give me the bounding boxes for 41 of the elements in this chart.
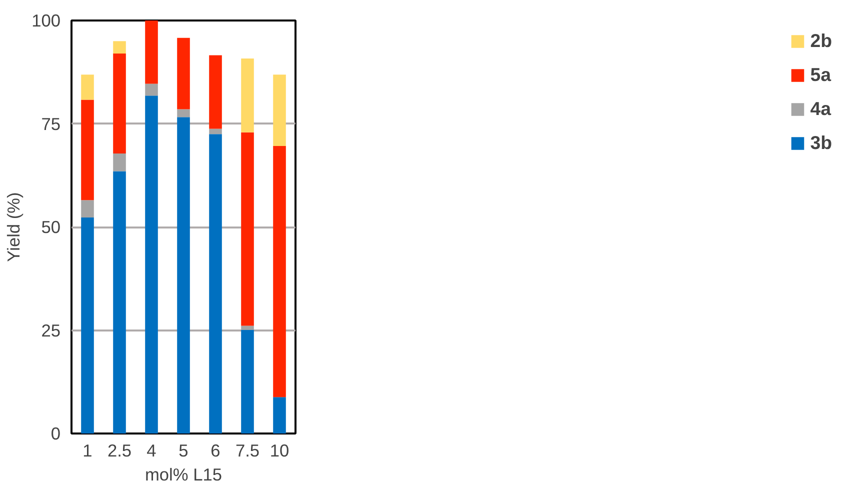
- bar: [209, 128, 222, 134]
- bar: [145, 96, 158, 434]
- x-tick-label: 2.5: [107, 440, 132, 460]
- bar: [113, 171, 126, 434]
- bar: [177, 117, 190, 434]
- bar: [273, 397, 286, 434]
- bar: [209, 55, 222, 129]
- bar: [113, 41, 126, 54]
- bar: [273, 74, 286, 146]
- y-tick-label: 50: [41, 217, 61, 237]
- bar: [209, 134, 222, 434]
- bar: [145, 20, 158, 84]
- bar: [177, 38, 190, 110]
- legend-label: 5a: [810, 64, 831, 86]
- bar: [241, 58, 254, 132]
- x-tick-label: 10: [270, 440, 290, 460]
- legend-label: 2b: [810, 30, 832, 52]
- y-tick-label: 0: [50, 424, 61, 444]
- y-tick-label: 75: [41, 114, 61, 134]
- bar: [81, 100, 94, 200]
- y-axis-title: Yield (%): [4, 192, 24, 262]
- x-axis-title: mol% L15: [144, 464, 222, 484]
- bar: [113, 153, 126, 172]
- bar: [241, 330, 254, 434]
- y-tick-label: 25: [41, 320, 61, 340]
- bar: [81, 218, 94, 434]
- x-tick-label: 6: [210, 440, 220, 460]
- bar: [81, 74, 94, 100]
- bar: [177, 109, 190, 118]
- legend-label: 3b: [810, 132, 832, 154]
- bar: [81, 200, 94, 218]
- x-tick-label: 5: [178, 440, 188, 460]
- bar: [145, 84, 158, 96]
- y-tick-label: 100: [32, 10, 61, 30]
- x-tick-label: 4: [146, 440, 157, 460]
- bar: [113, 54, 126, 154]
- bar: [273, 146, 286, 398]
- legend-label: 4a: [810, 98, 831, 120]
- bar: [241, 132, 254, 326]
- x-tick-label: 7.5: [235, 440, 260, 460]
- x-tick-label: 1: [82, 440, 92, 460]
